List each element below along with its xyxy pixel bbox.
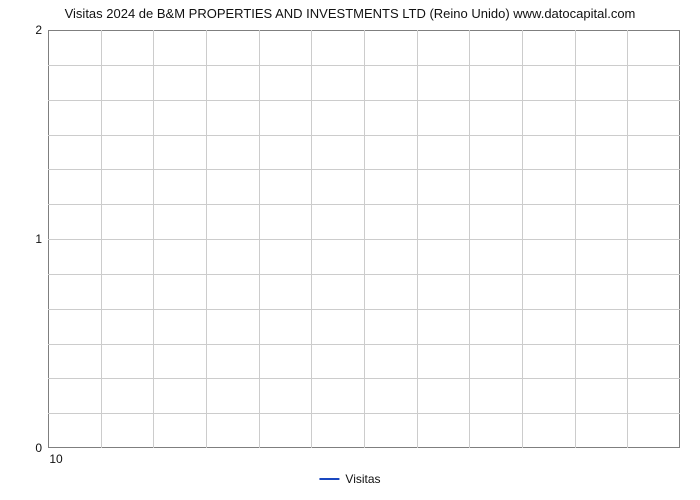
gridline-horizontal (48, 239, 680, 240)
x-tick-label: 10 (49, 452, 62, 466)
y-tick-label: 2 (18, 23, 42, 37)
legend-label: Visitas (345, 472, 380, 486)
gridline-horizontal (48, 169, 680, 170)
plot-region: 01210 (48, 30, 680, 448)
gridline-horizontal (48, 344, 680, 345)
gridline-horizontal (48, 135, 680, 136)
chart-title: Visitas 2024 de B&M PROPERTIES AND INVES… (0, 6, 700, 21)
gridline-horizontal (48, 65, 680, 66)
gridline-horizontal (48, 274, 680, 275)
gridline-horizontal (48, 378, 680, 379)
gridline-horizontal (48, 413, 680, 414)
gridline-horizontal (48, 204, 680, 205)
legend: Visitas (319, 472, 380, 486)
gridline-horizontal (48, 100, 680, 101)
legend-swatch (319, 478, 339, 480)
gridline-horizontal (48, 309, 680, 310)
y-tick-label: 1 (18, 232, 42, 246)
y-tick-label: 0 (18, 441, 42, 455)
